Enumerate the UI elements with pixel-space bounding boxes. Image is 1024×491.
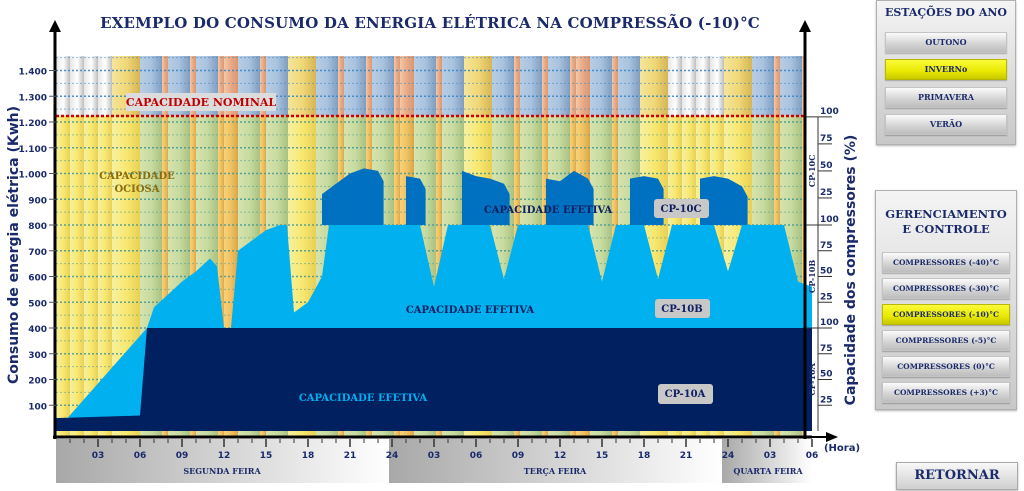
svg-text:600: 600 <box>28 274 47 284</box>
svg-text:06: 06 <box>806 451 819 461</box>
svg-text:75: 75 <box>820 241 833 251</box>
svg-text:CP-10A: CP-10A <box>665 389 706 400</box>
svg-text:75: 75 <box>820 134 833 144</box>
svg-text:CP-10B: CP-10B <box>661 304 702 315</box>
day-band-quarta <box>722 439 812 483</box>
compressor-button-plus3[interactable]: COMPRESSORES (+3)°C <box>882 382 1010 403</box>
y-axis-label: Consumo de energia elétrica (Kwh) <box>6 106 22 384</box>
svg-text:900: 900 <box>28 196 47 206</box>
svg-text:1.200: 1.200 <box>19 119 47 129</box>
svg-text:18: 18 <box>302 451 315 461</box>
chart-title: EXEMPLO DO CONSUMO DA ENERGIA ELÉTRICA N… <box>100 14 760 32</box>
svg-text:1.000: 1.000 <box>19 171 47 181</box>
svg-text:50: 50 <box>820 370 833 380</box>
effective-capacity-label-c: CAPACIDADE EFETIVA <box>484 205 613 216</box>
y-axis-right-label: Capacidade dos compressores (%) <box>843 135 859 406</box>
y-axis-ticks: 100 200 300 400 500 600 700 800 900 1.000 1.100 1.2… <box>19 68 56 412</box>
energy-chart: CAPACIDADE NOMINAL CAPACIDADE OCIOSA CAP… <box>6 20 860 483</box>
cp-10a-tag: CP-10A <box>658 384 713 404</box>
x-axis-arrow-icon <box>826 432 838 442</box>
cp-10a-area <box>56 328 812 431</box>
management-title-line2: E CONTROLE <box>902 222 990 236</box>
svg-text:500: 500 <box>28 299 47 309</box>
svg-text:24: 24 <box>386 451 399 461</box>
management-title-line1: GERENCIAMENTO <box>885 207 1007 221</box>
svg-text:1.300: 1.300 <box>19 93 47 103</box>
compressor-button-minus40[interactable]: COMPRESSORES (-40)°C <box>882 252 1010 273</box>
season-button-verao[interactable]: VERÃO <box>885 114 1007 135</box>
idle-capacity-label-1: CAPACIDADE <box>99 171 175 182</box>
svg-text:100: 100 <box>820 215 839 225</box>
seasons-panel: ESTAÇÕES DO ANO OUTONO INVERNo PRIMAVERA… <box>876 0 1016 145</box>
svg-text:03: 03 <box>92 451 105 461</box>
idle-capacity-label-2: OCIOSA <box>114 184 159 195</box>
day-band-segunda <box>56 439 389 483</box>
svg-text:06: 06 <box>470 451 483 461</box>
svg-text:CP-10C: CP-10C <box>807 155 817 188</box>
svg-text:800: 800 <box>28 222 47 232</box>
svg-text:100: 100 <box>820 318 839 328</box>
cp-10c-area <box>322 168 748 225</box>
effective-capacity-label-a: CAPACIDADE EFETIVA <box>299 393 428 404</box>
x-axis-label: (Hora) <box>824 443 860 454</box>
day-label-segunda: SEGUNDA FEIRA <box>183 466 261 476</box>
svg-text:03: 03 <box>428 451 441 461</box>
svg-text:CP-10C: CP-10C <box>661 204 702 215</box>
svg-text:50: 50 <box>820 161 833 171</box>
retornar-button[interactable]: RETORNAR <box>896 462 1018 490</box>
cp-10c-tag: CP-10C <box>654 199 709 218</box>
svg-text:CP-10B: CP-10B <box>807 260 817 293</box>
day-label-terca: TERÇA FEIRA <box>524 466 587 476</box>
svg-text:15: 15 <box>260 451 273 461</box>
management-panel: GERENCIAMENTO E CONTROLE COMPRESSORES (-… <box>875 190 1017 410</box>
svg-text:24: 24 <box>722 451 735 461</box>
svg-text:12: 12 <box>218 451 231 461</box>
nominal-capacity-label: CAPACIDADE NOMINAL <box>126 96 277 109</box>
compressor-button-minus10[interactable]: COMPRESSORES (-10)°C <box>882 304 1010 325</box>
svg-text:100: 100 <box>820 107 839 117</box>
svg-text:75: 75 <box>820 344 833 354</box>
y-axis-arrow-icon <box>49 20 61 32</box>
svg-text:03: 03 <box>764 451 777 461</box>
svg-text:25: 25 <box>820 188 833 198</box>
svg-text:21: 21 <box>344 451 357 461</box>
compressor-button-minus5[interactable]: COMPRESSORES (-5)°C <box>882 330 1010 351</box>
svg-text:18: 18 <box>638 451 651 461</box>
svg-text:25: 25 <box>820 395 833 405</box>
compressor-button-minus30[interactable]: COMPRESSORES (-30)°C <box>882 278 1010 299</box>
season-button-primavera[interactable]: PRIMAVERA <box>885 87 1007 108</box>
svg-text:100: 100 <box>28 402 47 412</box>
svg-text:09: 09 <box>176 451 189 461</box>
svg-text:15: 15 <box>596 451 609 461</box>
season-button-outono[interactable]: OUTONO <box>885 32 1007 53</box>
day-label-quarta: QUARTA FEIRA <box>733 466 803 476</box>
svg-text:300: 300 <box>28 351 47 361</box>
svg-text:21: 21 <box>680 451 693 461</box>
svg-text:06: 06 <box>134 451 147 461</box>
svg-text:700: 700 <box>28 248 47 258</box>
svg-text:400: 400 <box>28 325 47 335</box>
effective-capacity-label-b: CAPACIDADE EFETIVA <box>406 305 535 316</box>
svg-text:1.100: 1.100 <box>19 145 47 155</box>
svg-text:1.400: 1.400 <box>19 68 47 78</box>
svg-text:50: 50 <box>820 267 833 277</box>
day-band-terca <box>389 439 722 483</box>
svg-text:12: 12 <box>554 451 567 461</box>
nominal-capacity-label-box <box>126 93 276 111</box>
right-axis-percent-ticks: 100755025CP-10C100755025CP-10B100755025C… <box>806 107 839 431</box>
svg-text:09: 09 <box>512 451 525 461</box>
svg-text:200: 200 <box>28 377 47 387</box>
seasons-panel-title: ESTAÇÕES DO ANO <box>884 6 1008 19</box>
x-axis-ticks: 03 06 09 12 15 18 21 24 03 06 09 12 15 18 21 24 03 06 <box>69 439 819 461</box>
management-panel-title: GERENCIAMENTO E CONTROLE <box>876 207 1016 237</box>
cp-10b-tag: CP-10B <box>655 299 710 318</box>
season-button-inverno[interactable]: INVERNo <box>885 59 1007 80</box>
compressor-button-0[interactable]: COMPRESSORES (0)°C <box>882 356 1010 377</box>
svg-text:25: 25 <box>820 292 833 302</box>
y-axis-right-arrow-icon <box>799 20 811 32</box>
svg-text:CP-10A: CP-10A <box>807 362 817 395</box>
